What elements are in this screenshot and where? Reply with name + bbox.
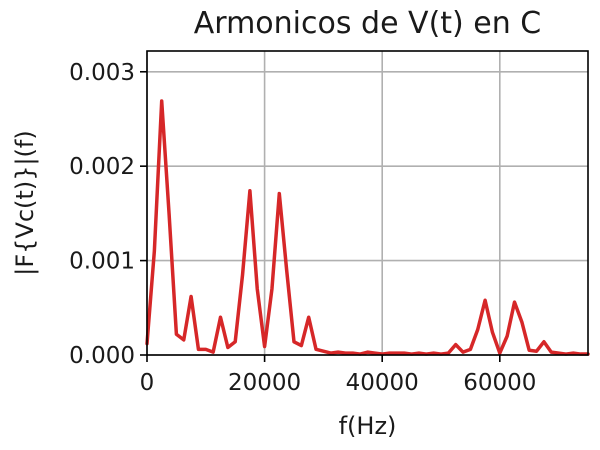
grid-layer: [146, 51, 588, 356]
y-tick-label: 0.003: [69, 60, 135, 86]
x-tick-label: 60000: [463, 370, 536, 396]
chart-title: Armonicos de V(t) en C: [194, 6, 542, 41]
x-tick-label: 40000: [346, 370, 419, 396]
plot-frame: [146, 50, 589, 356]
y-axis-label: |F{Vc(t)}|(f): [11, 130, 39, 275]
x-tick-label: 20000: [228, 370, 301, 396]
y-tick-label: 0.002: [69, 154, 135, 180]
x-tick-label: 0: [140, 370, 155, 396]
y-tick-label: 0.001: [69, 249, 135, 275]
series-line: [145, 99, 590, 356]
y-tick-label: 0.000: [69, 343, 135, 369]
ticks-layer: 0 20000 40000 60000 0.000 0.001 0.002 0.003: [69, 60, 536, 396]
x-axis-label: f(Hz): [339, 412, 397, 440]
